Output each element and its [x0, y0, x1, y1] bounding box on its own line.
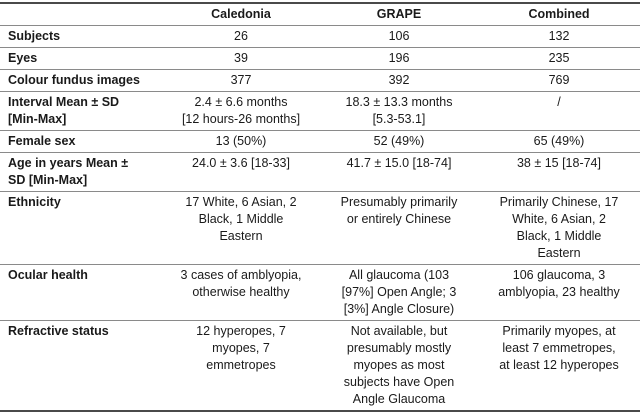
cell-value: 41.7 ± 15.0 [18-74]: [346, 156, 452, 170]
cell-value: 52 (49%): [373, 134, 425, 148]
row-label: Age in years Mean ± SD [Min-Max]: [8, 156, 129, 187]
cell-value: 39: [234, 51, 248, 65]
table-row-refractive-status: Refractive status 12 hyperopes, 7 myopes…: [0, 320, 640, 412]
row-label: Ocular health: [8, 268, 88, 282]
cell-value: /: [557, 95, 561, 109]
cell-value: 24.0 ± 3.6 [18-33]: [192, 156, 290, 170]
row-label: Refractive status: [8, 324, 109, 338]
table-row-age: Age in years Mean ± SD [Min-Max] 24.0 ± …: [0, 152, 640, 192]
cell-value: 106 glaucoma, 3 amblyopia, 23 healthy: [498, 268, 620, 299]
column-header-caledonia: Caledonia: [211, 7, 271, 21]
cell-value: 2.4 ± 6.6 months [12 hours-26 months]: [181, 95, 301, 126]
cell-value: 392: [388, 73, 410, 87]
table-row-ethnicity: Ethnicity 17 White, 6 Asian, 2 Black, 1 …: [0, 191, 640, 265]
cell-value: 65 (49%): [533, 134, 585, 148]
table-row-colour-fundus-images: Colour fundus images 377 392 769: [0, 69, 640, 92]
cell-value: 38 ± 15 [18-74]: [516, 156, 601, 170]
cell-value: 769: [548, 73, 570, 87]
cell-value: 377: [230, 73, 252, 87]
cell-value: 3 cases of amblyopia, otherwise healthy: [180, 268, 302, 299]
cell-value: 13 (50%): [215, 134, 267, 148]
table-row-subjects: Subjects 26 106 132: [0, 25, 640, 48]
header-row: Caledonia GRAPE Combined: [0, 3, 640, 26]
table-row-female-sex: Female sex 13 (50%) 52 (49%) 65 (49%): [0, 130, 640, 153]
cell-value: Primarily myopes, at least 7 emmetropes,…: [499, 324, 619, 372]
row-label: Colour fundus images: [8, 73, 140, 87]
cell-value: Not available, but presumably mostly myo…: [343, 324, 455, 406]
row-label: Ethnicity: [8, 195, 61, 209]
row-label: Subjects: [8, 29, 61, 43]
column-header-combined: Combined: [528, 7, 590, 21]
row-label: Eyes: [8, 51, 38, 65]
row-label: Female sex: [8, 134, 76, 148]
cell-value: 132: [548, 29, 570, 43]
cell-value: 18.3 ± 13.3 months [5.3-53.1]: [345, 95, 453, 126]
row-label: Interval Mean ± SD [Min-Max]: [8, 95, 120, 126]
cell-value: 106: [388, 29, 410, 43]
corner-cell: [0, 3, 162, 26]
table-row-interval: Interval Mean ± SD [Min-Max] 2.4 ± 6.6 m…: [0, 91, 640, 131]
cell-value: 17 White, 6 Asian, 2 Black, 1 Middle Eas…: [185, 195, 297, 243]
cell-value: All glaucoma (103 [97%] Open Angle; 3 [3…: [341, 268, 457, 316]
column-header-grape: GRAPE: [376, 7, 422, 21]
cell-value: Primarily Chinese, 17 White, 6 Asian, 2 …: [499, 195, 619, 260]
cell-value: 26: [234, 29, 248, 43]
cell-value: 12 hyperopes, 7 myopes, 7 emmetropes: [196, 324, 286, 372]
table-row-ocular-health: Ocular health 3 cases of amblyopia, othe…: [0, 264, 640, 321]
table-row-eyes: Eyes 39 196 235: [0, 47, 640, 70]
cell-value: Presumably primarily or entirely Chinese: [340, 195, 458, 226]
cell-value: 196: [388, 51, 410, 65]
cell-value: 235: [548, 51, 570, 65]
